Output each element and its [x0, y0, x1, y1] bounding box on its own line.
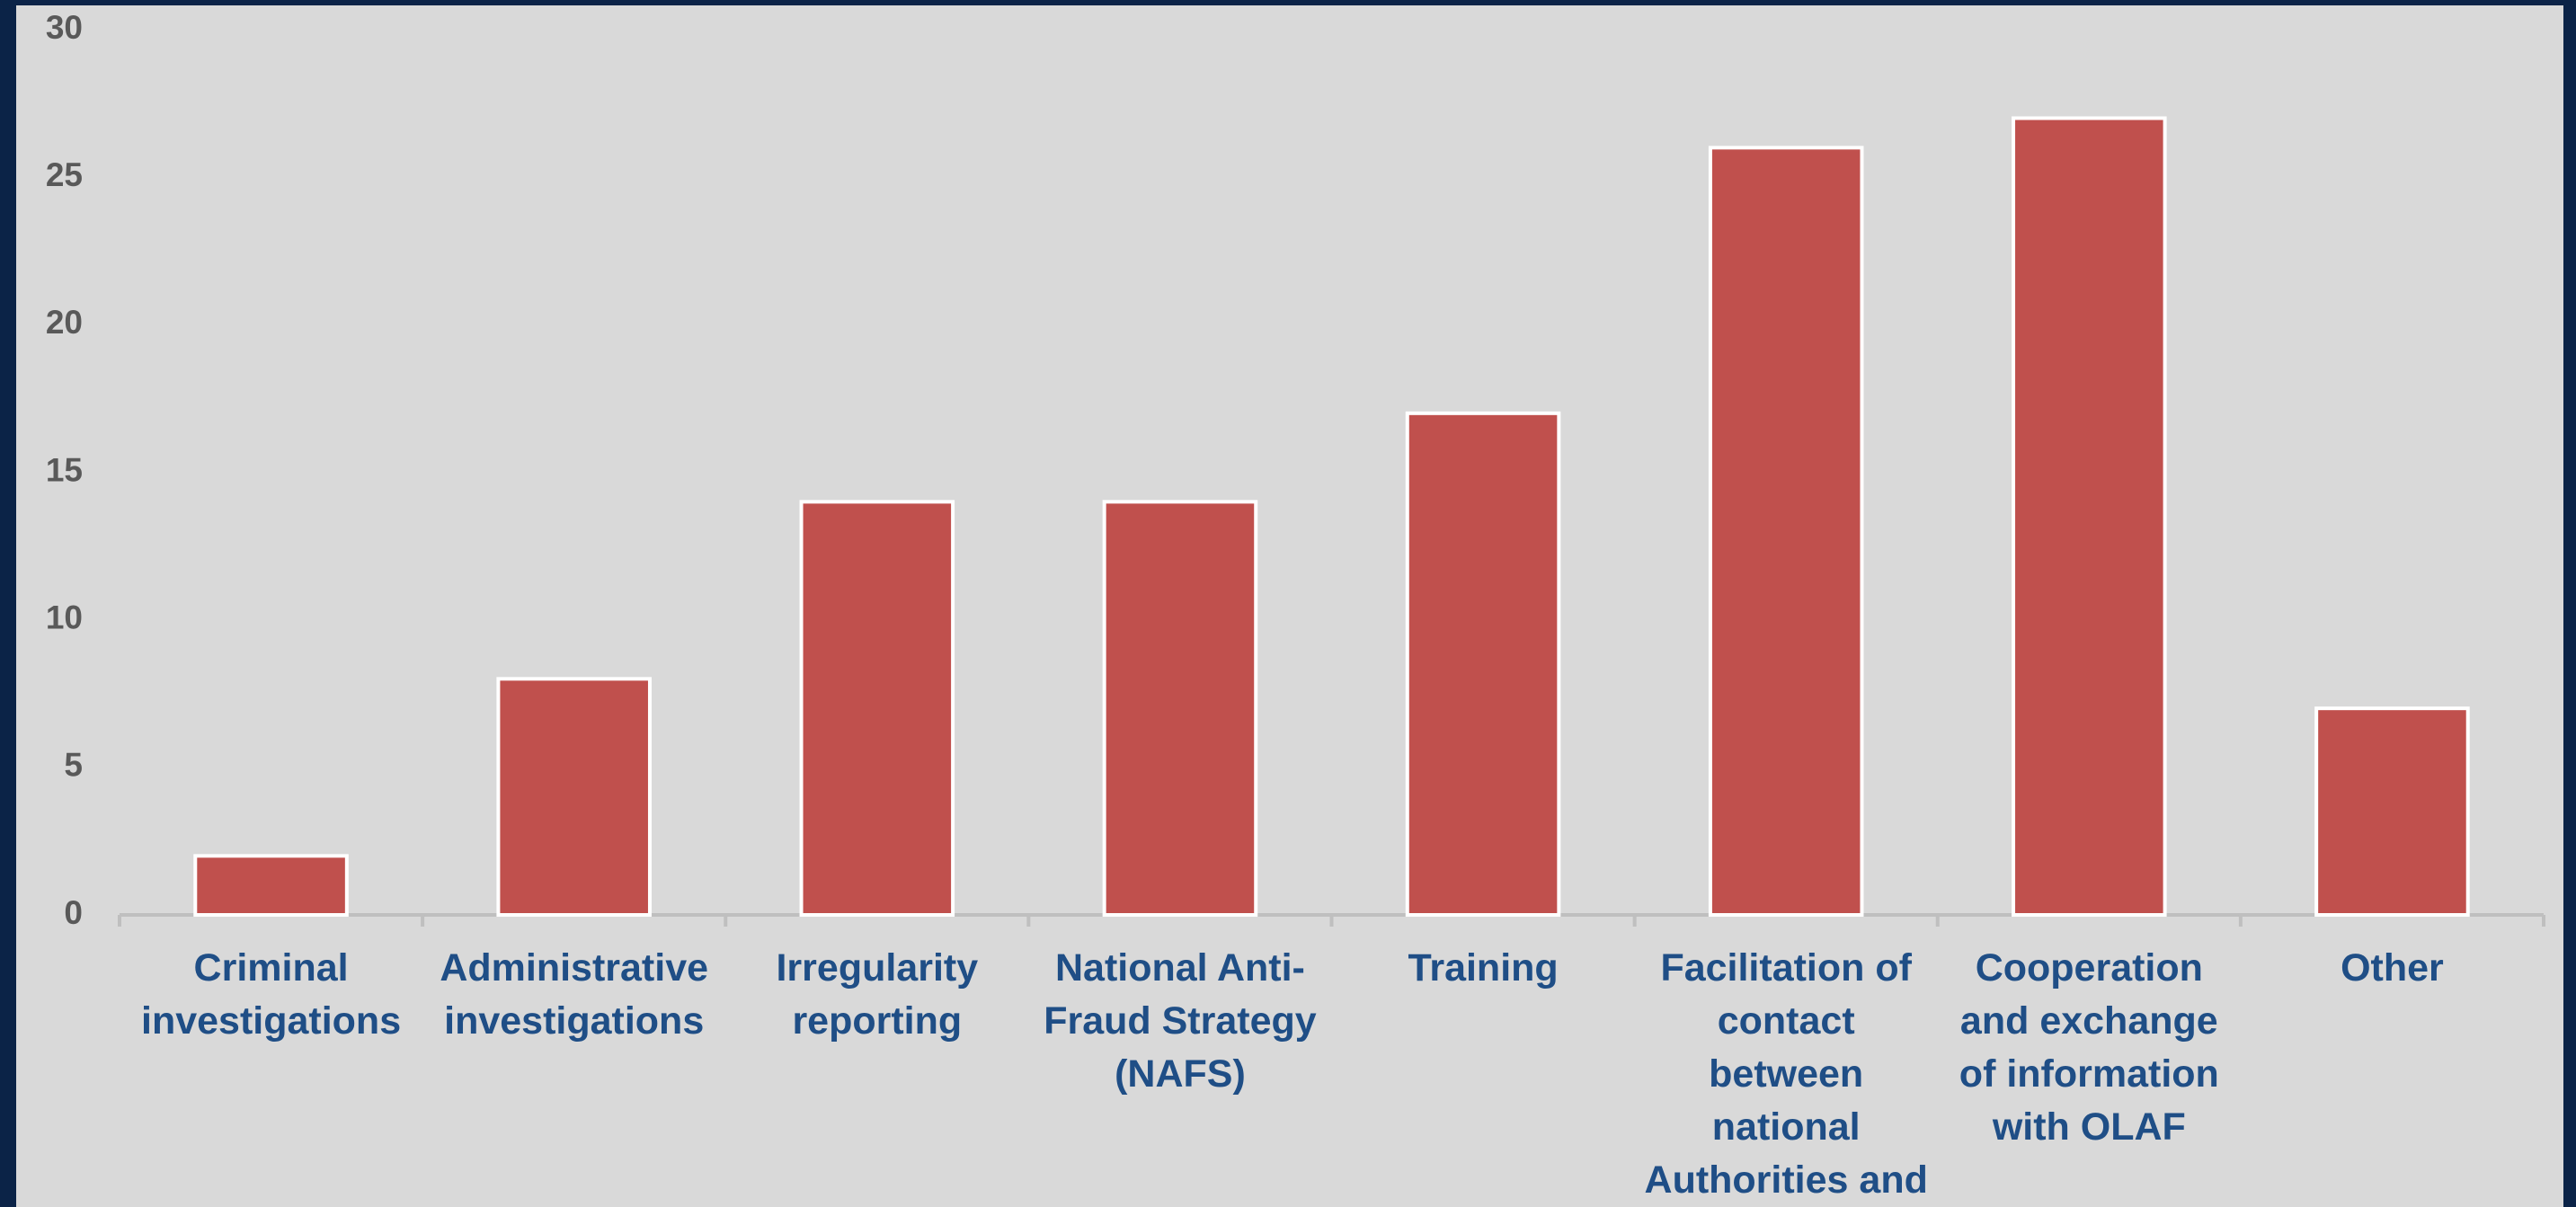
x-tick-label: Administrative investigations	[440, 946, 708, 1043]
x-tick-label: Other	[2341, 946, 2444, 990]
bar	[799, 500, 955, 917]
y-tick-label: 20	[46, 304, 83, 341]
bar	[2314, 706, 2470, 918]
x-tick-label: National Anti-Fraud Strategy (NAFS)	[1044, 946, 1317, 1096]
bar	[2012, 116, 2167, 917]
bar	[193, 854, 349, 917]
x-tick-label: Cooperation and exchange of information wit…	[1959, 946, 2219, 1149]
y-tick-label: 25	[46, 156, 83, 193]
x-tick-label: Training	[1408, 946, 1558, 990]
y-tick-label: 30	[46, 9, 83, 46]
y-tick-label: 0	[64, 894, 83, 931]
bar	[1102, 500, 1258, 917]
y-tick-label: 10	[46, 599, 83, 635]
bar	[1405, 411, 1561, 918]
y-tick-label: 5	[64, 747, 83, 784]
x-tick-label: Facilitation of contact between national Aut…	[1645, 946, 1928, 1207]
x-tick-label: Irregularity reporting	[776, 946, 978, 1043]
bar	[1708, 146, 1864, 918]
y-tick-label: 15	[46, 451, 83, 488]
x-tick-label: Criminal investigations	[141, 946, 401, 1043]
bar	[496, 677, 652, 917]
